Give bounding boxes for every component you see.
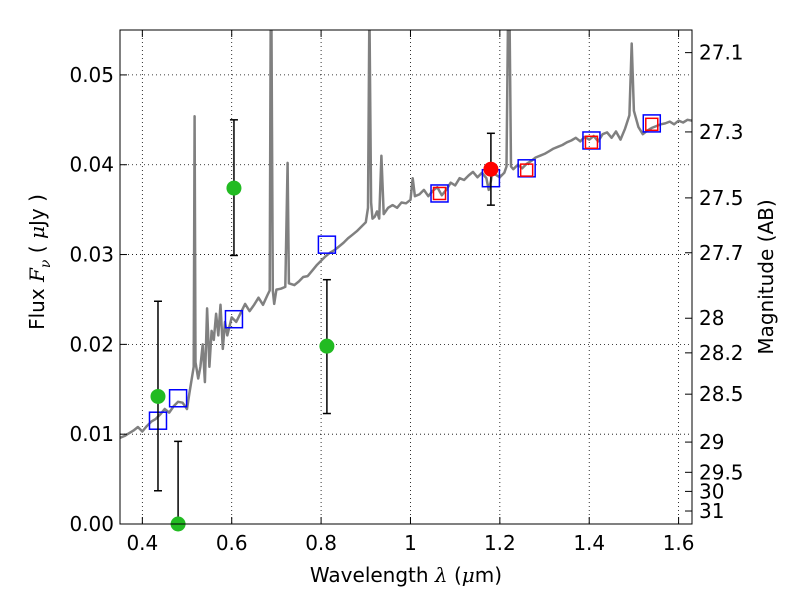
magnitude-tick-label: 28.2 [699,341,744,365]
observed-flux-point [483,161,499,177]
x-tick-label: 1.2 [484,531,516,555]
model-flux-square-marker [642,114,662,133]
magnitude-tick-label: 31 [699,499,724,523]
y-tick-label: 0.00 [69,512,114,536]
model-flux-square-marker [168,389,188,408]
model-flux-small-square-marker [519,163,534,177]
magnitude-tick-label: 29.5 [699,460,744,484]
x-axis-label: Wavelength λ (μm) [310,563,502,587]
y-tick-label: 0.04 [69,153,114,177]
model-flux-square-marker [317,235,337,254]
x-tick-label: 0.6 [216,531,248,555]
model-flux-small-square-marker [645,117,659,132]
magnitude-tick-label: 27.5 [699,186,744,210]
magnitude-tick-label: 27.7 [699,241,744,265]
y-tick-label: 0.03 [69,243,114,267]
observed-flux-point [150,388,166,404]
magnitude-tick-label: 30 [699,479,724,503]
model-flux-small-square-marker [584,135,599,150]
x-tick-label: 0.8 [305,531,337,555]
magnitude-tick-label: 28 [699,306,724,330]
magnitude-tick-label: 27.3 [699,120,744,144]
model-flux-square-marker [430,184,449,203]
x-tick-label: 1 [404,531,417,555]
model-flux-square-marker [224,309,244,329]
magnitude-axis-label: Magnitude (AB) [754,199,778,354]
magnitude-tick-label: 29 [699,430,724,454]
model-flux-small-square-marker [432,186,447,201]
observed-flux-point [226,180,242,196]
x-tick-label: 1.6 [663,531,695,555]
axis-ticks: 0.4 0.6 0.8 1 1.2 1.4 1.6 0.00 0.01 0.02 0.03 0.04 0… [69,30,744,555]
y-tick-label: 0.02 [69,332,114,356]
observed-flux-point [319,338,335,354]
y-axis-label: Flux Fν ( μJy ) [25,194,54,330]
x-tick-label: 0.4 [126,531,158,555]
y-tick-label: 0.05 [69,63,114,87]
magnitude-tick-label: 28.5 [699,382,744,406]
plot-series [120,30,692,532]
x-tick-label: 1.4 [573,531,605,555]
y-tick-label: 0.01 [69,422,114,446]
plot-frame [119,29,693,525]
magnitude-tick-label: 27.1 [699,41,744,65]
